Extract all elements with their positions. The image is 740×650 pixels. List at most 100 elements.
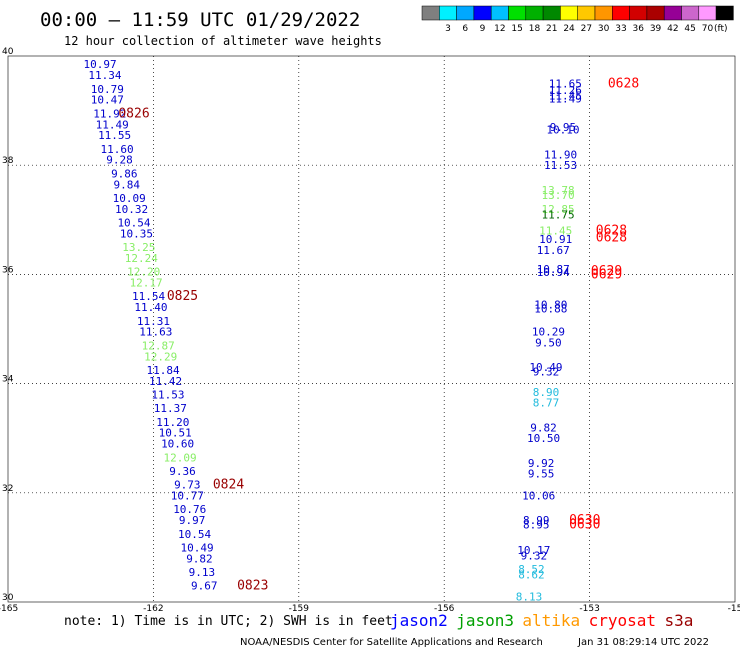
wave-height-label: 11.67 [537, 244, 570, 257]
footer-credit: NOAA/NESDIS Center for Satellite Applica… [240, 637, 543, 648]
wave-height-label: 10.91 [539, 233, 572, 246]
wave-height-label: 9.86 [111, 167, 138, 180]
wave-height-label: 9.67 [191, 580, 218, 593]
wave-height-label: 13.25 [122, 241, 155, 254]
wave-height-label: 11.42 [149, 375, 182, 388]
wave-height-label: 8.90 [533, 386, 560, 399]
legend-altika: altika [522, 611, 580, 630]
wave-height-label: 11.90 [544, 148, 577, 161]
wave-height-label: 12.85 [542, 203, 575, 216]
pass-time-label: 0629 [591, 267, 622, 282]
colorbar-swatch [542, 5, 561, 21]
colorbar-swatch [612, 5, 630, 21]
wave-height-label: 11.84 [147, 364, 180, 377]
colorbar-swatch [663, 5, 682, 21]
colorbar-swatch [439, 5, 457, 21]
colorbar-label: 9 [480, 24, 486, 34]
satellite-legend: jason2 jason3 altika cryosat s3a [390, 611, 693, 630]
colorbar-label: 24 [563, 24, 575, 34]
wave-height-label: 9.82 [530, 421, 557, 434]
plot-area: -165 -162 -159 -156 -153 -15 30 32 34 36 38 40 10.9… [0, 47, 740, 614]
wave-height-label: 10.50 [527, 432, 560, 445]
x-tick-label: -156 [434, 604, 455, 614]
wave-height-label: 9.13 [189, 566, 216, 579]
pass-time-label: 0826 [118, 106, 149, 121]
wave-height-label: 9.32 [533, 366, 560, 379]
wave-height-label: 10.10 [546, 124, 579, 137]
wave-height-label: 10.60 [161, 438, 194, 451]
colorbar-label: 70 [702, 24, 714, 34]
colorbar-swatch [490, 5, 509, 21]
colorbar-label: 6 [462, 24, 468, 34]
wave-height-label: 10.35 [120, 227, 153, 240]
wave-height-label: 10.09 [113, 192, 146, 205]
colorbar-swatch [698, 5, 717, 21]
wave-height-label: 13.70 [542, 189, 575, 202]
wave-height-label: 11.49 [549, 93, 582, 106]
wave-height-label: 11.45 [539, 225, 572, 238]
footer-timestamp: Jan 31 08:29:14 UTC 2022 [577, 637, 709, 648]
wave-height-label: 11.37 [154, 402, 187, 415]
wave-height-label: 10.17 [517, 544, 550, 557]
wave-height-label: 10.06 [522, 490, 555, 503]
wave-height-label: 9.84 [113, 178, 140, 191]
legend-jason2: jason2 [390, 611, 448, 630]
wave-height-label: 10.87 [537, 263, 570, 276]
colorbar-swatch [577, 5, 596, 21]
colorbar-swatch [715, 5, 734, 21]
wave-height-label: 8.99 [523, 514, 550, 527]
wave-height-label: 10.80 [534, 298, 567, 311]
wave-height-label: 9.55 [528, 468, 555, 481]
wave-height-label: 10.32 [115, 203, 148, 216]
wave-height-label: 12.24 [125, 252, 158, 265]
wave-height-label: 10.47 [91, 94, 124, 107]
wave-height-label: 10.54 [178, 528, 211, 541]
wave-height-label: 10.97 [84, 58, 117, 71]
wave-height-label: 10.54 [117, 217, 150, 230]
x-tick-label: -159 [289, 604, 310, 614]
wave-height-label: 10.76 [173, 503, 206, 516]
wave-height-label: 8.95 [523, 518, 550, 531]
pass-time-label: 0628 [596, 230, 627, 245]
colorbar-label: 42 [667, 24, 678, 34]
wave-height-label: 10.79 [91, 83, 124, 96]
legend-s3a: s3a [665, 611, 694, 630]
wave-height-label: 9.82 [186, 552, 213, 565]
plot-frame [7, 55, 736, 603]
wave-height-label: 10.29 [532, 326, 565, 339]
wave-height-label: 11.26 [549, 84, 582, 97]
colorbar-swatch [629, 5, 648, 21]
wave-height-label: 12.29 [144, 350, 177, 363]
y-tick-label: 38 [2, 156, 14, 166]
x-tick-label: -153 [579, 604, 599, 614]
x-tick-label: -162 [143, 604, 163, 614]
x-tick-label: -15 [728, 604, 740, 614]
wave-height-label: 11.65 [549, 77, 582, 90]
colorbar-swatch [594, 5, 613, 21]
colorbar-swatch [646, 5, 665, 21]
wave-height-label: 8.52 [518, 563, 545, 576]
wave-height-label: 11.40 [134, 301, 167, 314]
wave-height-label: 11.60 [100, 143, 133, 156]
wave-height-label: 11.53 [151, 389, 184, 402]
x-tick-label: -165 [0, 604, 18, 614]
y-tick-label: 34 [2, 375, 14, 385]
wave-height-label: 11.54 [132, 290, 165, 303]
colorbar-label: 21 [546, 24, 557, 34]
colorbar-label: 12 [494, 24, 505, 34]
colorbar-swatch [456, 5, 475, 21]
y-tick-label: 36 [2, 265, 14, 275]
colorbar-label: 18 [529, 24, 541, 34]
wave-height-label: 11.55 [98, 129, 131, 142]
chart-subtitle: 12 hour collection of altimeter wave hei… [64, 34, 382, 48]
colorbar-unit: (ft) [714, 24, 728, 34]
wave-height-label: 10.88 [534, 302, 567, 315]
wave-height-label: 11.63 [139, 326, 172, 339]
wave-height-label: 8.62 [518, 569, 545, 582]
colorbar-swatch [508, 5, 527, 21]
pass-time-label: 0628 [608, 76, 639, 91]
colorbar-label: 3 [445, 24, 451, 34]
wave-height-label: 11.49 [96, 118, 129, 131]
wave-height-label: 10.49 [180, 541, 213, 554]
